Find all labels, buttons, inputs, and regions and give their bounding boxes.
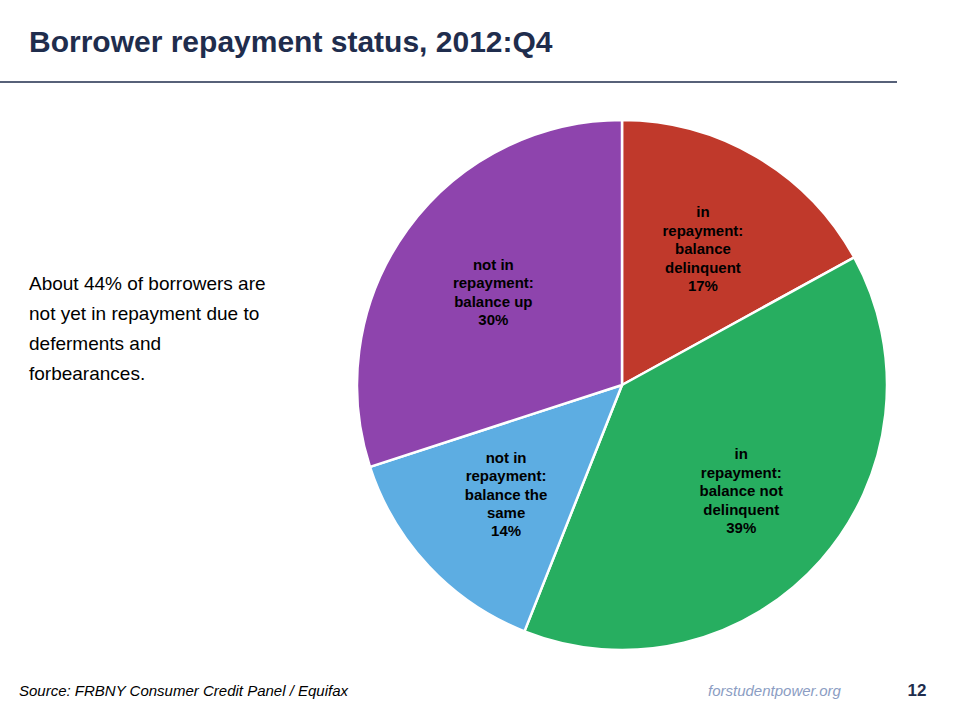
data-label: 30% <box>478 311 508 328</box>
slice-label-line: balance the <box>465 485 548 502</box>
pie-labels: inrepayment:balancedelinquent17%inrepaym… <box>453 203 783 540</box>
source: Source: FRBNY Consumer Credit Panel / Eq… <box>19 682 349 699</box>
slice-label-line: balance <box>675 240 731 257</box>
slice-label: inrepayment: balance notdelinquent <box>700 445 783 517</box>
slice-label: not in repayment:balance the same <box>465 448 548 521</box>
watermark: forstudentpower.org <box>708 682 842 699</box>
annotation-line: deferments and <box>29 333 161 354</box>
background <box>0 0 957 717</box>
slice-label-line: in <box>696 203 709 220</box>
title: Borrower repayment status, 2012:Q4 <box>29 25 553 58</box>
chart-svg: Borrower repayment status, 2012:Q4 About … <box>0 0 957 717</box>
slice-label: inrepayment: balancedelinquent <box>663 203 744 276</box>
annotation-line: forbearances. <box>29 363 145 384</box>
slice-label-line: repayment: <box>701 463 782 480</box>
slice-label-line: repayment: <box>453 274 534 291</box>
slice-label-line: in <box>735 445 748 462</box>
annotation: About 44% of borrowers are not yet in rep… <box>29 273 266 384</box>
data-label: 17% <box>688 277 718 294</box>
slice-label-line: repayment: <box>466 467 547 484</box>
slice-label-line: balance up <box>454 292 532 309</box>
data-label: 14% <box>491 522 521 539</box>
chart-container: Borrower repayment status, 2012:Q4 About … <box>0 0 957 717</box>
slice-label-line: same <box>487 504 525 521</box>
slice-label-line: repayment: <box>663 221 744 238</box>
annotation-line: About 44% of borrowers are <box>29 273 266 294</box>
pie-slice <box>357 120 622 467</box>
slice-label-line: not in <box>486 448 527 465</box>
data-label: 39% <box>726 519 756 536</box>
header-rule <box>0 81 897 83</box>
slice-label-line: delinquent <box>703 500 779 517</box>
annotation-line: not yet in repayment due to <box>29 303 259 324</box>
slice-label-line: balance not <box>700 482 783 499</box>
slice-label-line: not in <box>473 255 514 272</box>
slice-label-line: delinquent <box>665 258 741 275</box>
pie <box>357 120 887 650</box>
page-number: 12 <box>908 681 927 700</box>
slice-label: not in repayment:balance up <box>453 255 534 309</box>
